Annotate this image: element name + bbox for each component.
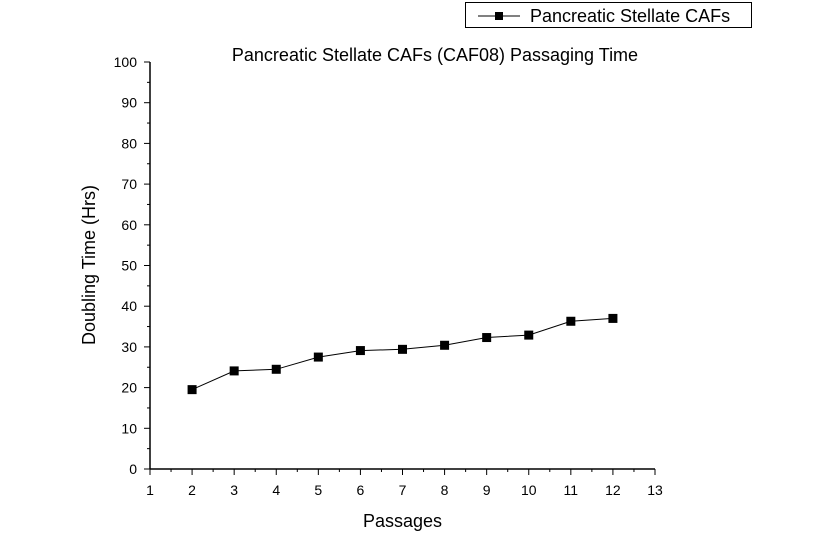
x-tick-label: 2: [188, 482, 196, 498]
x-tick-label: 10: [521, 482, 537, 498]
legend-marker-icon: [478, 12, 520, 20]
y-tick-label: 0: [129, 461, 137, 477]
x-tick-label: 4: [272, 482, 280, 498]
data-point: [440, 340, 450, 350]
y-tick-label: 30: [121, 339, 137, 355]
y-tick-label: 60: [121, 217, 137, 233]
x-tick-label: 5: [314, 482, 322, 498]
y-tick-label: 80: [121, 135, 137, 151]
data-point: [187, 385, 197, 395]
data-point: [271, 364, 281, 374]
y-tick-label: 100: [114, 54, 138, 70]
series-group: [187, 313, 618, 395]
y-axis-label: Doubling Time (Hrs): [79, 184, 99, 346]
x-tick-label: 9: [483, 482, 491, 498]
data-point: [355, 346, 365, 356]
x-tick-label: 8: [441, 482, 449, 498]
y-tick-label: 40: [121, 298, 137, 314]
y-tick-label: 20: [121, 380, 137, 396]
y-tick-label: 50: [121, 258, 137, 274]
y-ticks: 0 10 20 30 40 50 60 70 80 90 100: [114, 54, 150, 477]
y-tick-label: 10: [121, 420, 137, 436]
legend-label: Pancreatic Stellate CAFs: [530, 6, 731, 26]
data-point: [313, 352, 323, 362]
x-ticks: 1 2 3 4 5 6 7 8 9 10 11 12 13: [146, 469, 663, 498]
x-tick-label: 6: [357, 482, 365, 498]
data-point: [566, 316, 576, 326]
x-tick-label: 13: [647, 482, 663, 498]
data-point: [398, 344, 407, 354]
y-tick-label: 90: [121, 95, 137, 111]
x-tick-label: 11: [564, 482, 579, 498]
y-tick-label: 70: [121, 176, 137, 192]
x-tick-label: 3: [230, 482, 238, 498]
x-tick-label: 7: [399, 482, 407, 498]
data-point: [482, 333, 492, 343]
chart-title: Pancreatic Stellate CAFs (CAF08) Passagi…: [231, 45, 639, 65]
axes: [149, 62, 655, 470]
data-point: [229, 366, 239, 376]
data-point: [524, 330, 534, 340]
x-tick-label: 12: [605, 482, 621, 498]
x-tick-label: 1: [146, 482, 154, 498]
legend: Pancreatic Stellate CAFs: [465, 2, 752, 28]
series-line: [191, 317, 613, 391]
data-point: [608, 313, 618, 323]
x-axis-label: Passages: [362, 511, 443, 531]
